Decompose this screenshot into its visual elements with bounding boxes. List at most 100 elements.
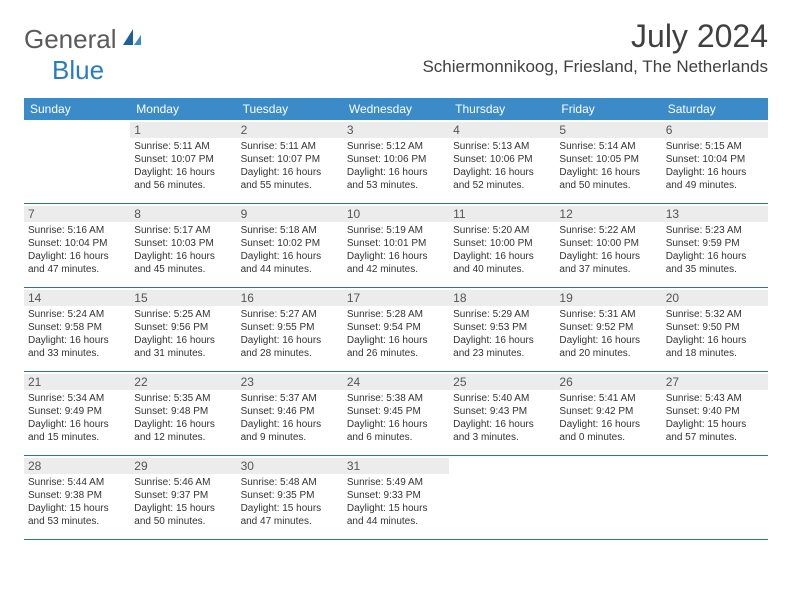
day-number: 27	[662, 374, 768, 390]
calendar-cell: 5Sunrise: 5:14 AMSunset: 10:05 PMDayligh…	[555, 120, 661, 204]
day-number: 14	[24, 290, 130, 306]
day-number: 25	[449, 374, 555, 390]
calendar-cell: 7Sunrise: 5:16 AMSunset: 10:04 PMDayligh…	[24, 204, 130, 288]
day-number: 4	[449, 122, 555, 138]
day-number: 6	[662, 122, 768, 138]
day-number: 1	[130, 122, 236, 138]
sunrise-text: Sunrise: 5:12 AM	[347, 140, 445, 153]
sunrise-text: Sunrise: 5:35 AM	[134, 392, 232, 405]
weekday-friday: Friday	[555, 98, 661, 120]
sunrise-text: Sunrise: 5:27 AM	[241, 308, 339, 321]
sunset-text: Sunset: 9:53 PM	[453, 321, 551, 334]
sunset-text: Sunset: 9:58 PM	[28, 321, 126, 334]
sunset-text: Sunset: 10:07 PM	[134, 153, 232, 166]
daylight-text: Daylight: 16 hours and 55 minutes.	[241, 166, 339, 192]
sunrise-text: Sunrise: 5:18 AM	[241, 224, 339, 237]
calendar-cell: 21Sunrise: 5:34 AMSunset: 9:49 PMDayligh…	[24, 372, 130, 456]
sunset-text: Sunset: 10:00 PM	[559, 237, 657, 250]
sunrise-text: Sunrise: 5:31 AM	[559, 308, 657, 321]
sunset-text: Sunset: 9:56 PM	[134, 321, 232, 334]
sunset-text: Sunset: 9:52 PM	[559, 321, 657, 334]
calendar-cell	[449, 456, 555, 540]
day-number: 13	[662, 206, 768, 222]
day-number: 28	[24, 458, 130, 474]
sunrise-text: Sunrise: 5:16 AM	[28, 224, 126, 237]
calendar-cell	[662, 456, 768, 540]
calendar-cell	[555, 456, 661, 540]
day-number: 24	[343, 374, 449, 390]
calendar-cell: 4Sunrise: 5:13 AMSunset: 10:06 PMDayligh…	[449, 120, 555, 204]
day-number: 20	[662, 290, 768, 306]
sunset-text: Sunset: 10:04 PM	[666, 153, 764, 166]
calendar-cell: 24Sunrise: 5:38 AMSunset: 9:45 PMDayligh…	[343, 372, 449, 456]
calendar-header-row: Sunday Monday Tuesday Wednesday Thursday…	[24, 98, 768, 120]
sunset-text: Sunset: 10:06 PM	[347, 153, 445, 166]
day-number: 3	[343, 122, 449, 138]
daylight-text: Daylight: 16 hours and 44 minutes.	[241, 250, 339, 276]
calendar-cell: 11Sunrise: 5:20 AMSunset: 10:00 PMDaylig…	[449, 204, 555, 288]
day-number: 31	[343, 458, 449, 474]
daylight-text: Daylight: 16 hours and 0 minutes.	[559, 418, 657, 444]
sunrise-text: Sunrise: 5:40 AM	[453, 392, 551, 405]
sunset-text: Sunset: 10:01 PM	[347, 237, 445, 250]
daylight-text: Daylight: 15 hours and 53 minutes.	[28, 502, 126, 528]
day-number: 2	[237, 122, 343, 138]
sunset-text: Sunset: 9:45 PM	[347, 405, 445, 418]
sunset-text: Sunset: 9:37 PM	[134, 489, 232, 502]
day-number: 16	[237, 290, 343, 306]
calendar-cell: 12Sunrise: 5:22 AMSunset: 10:00 PMDaylig…	[555, 204, 661, 288]
daylight-text: Daylight: 16 hours and 47 minutes.	[28, 250, 126, 276]
daylight-text: Daylight: 16 hours and 53 minutes.	[347, 166, 445, 192]
sunrise-text: Sunrise: 5:11 AM	[241, 140, 339, 153]
calendar-cell: 6Sunrise: 5:15 AMSunset: 10:04 PMDayligh…	[662, 120, 768, 204]
calendar-cell: 30Sunrise: 5:48 AMSunset: 9:35 PMDayligh…	[237, 456, 343, 540]
sunset-text: Sunset: 9:33 PM	[347, 489, 445, 502]
calendar-cell: 27Sunrise: 5:43 AMSunset: 9:40 PMDayligh…	[662, 372, 768, 456]
sunset-text: Sunset: 9:49 PM	[28, 405, 126, 418]
weekday-wednesday: Wednesday	[343, 98, 449, 120]
calendar-cell: 15Sunrise: 5:25 AMSunset: 9:56 PMDayligh…	[130, 288, 236, 372]
sunrise-text: Sunrise: 5:20 AM	[453, 224, 551, 237]
daylight-text: Daylight: 16 hours and 52 minutes.	[453, 166, 551, 192]
daylight-text: Daylight: 16 hours and 49 minutes.	[666, 166, 764, 192]
daylight-text: Daylight: 16 hours and 42 minutes.	[347, 250, 445, 276]
calendar-cell: 10Sunrise: 5:19 AMSunset: 10:01 PMDaylig…	[343, 204, 449, 288]
daylight-text: Daylight: 16 hours and 9 minutes.	[241, 418, 339, 444]
daylight-text: Daylight: 16 hours and 50 minutes.	[559, 166, 657, 192]
day-number: 9	[237, 206, 343, 222]
daylight-text: Daylight: 16 hours and 12 minutes.	[134, 418, 232, 444]
sunrise-text: Sunrise: 5:11 AM	[134, 140, 232, 153]
daylight-text: Daylight: 16 hours and 56 minutes.	[134, 166, 232, 192]
day-number: 12	[555, 206, 661, 222]
daylight-text: Daylight: 16 hours and 6 minutes.	[347, 418, 445, 444]
daylight-text: Daylight: 16 hours and 20 minutes.	[559, 334, 657, 360]
calendar-cell: 14Sunrise: 5:24 AMSunset: 9:58 PMDayligh…	[24, 288, 130, 372]
sunset-text: Sunset: 9:46 PM	[241, 405, 339, 418]
daylight-text: Daylight: 15 hours and 57 minutes.	[666, 418, 764, 444]
day-number: 17	[343, 290, 449, 306]
calendar-cell: 26Sunrise: 5:41 AMSunset: 9:42 PMDayligh…	[555, 372, 661, 456]
day-number: 18	[449, 290, 555, 306]
calendar-cell: 20Sunrise: 5:32 AMSunset: 9:50 PMDayligh…	[662, 288, 768, 372]
calendar-cell: 16Sunrise: 5:27 AMSunset: 9:55 PMDayligh…	[237, 288, 343, 372]
day-number: 23	[237, 374, 343, 390]
sunrise-text: Sunrise: 5:43 AM	[666, 392, 764, 405]
sunset-text: Sunset: 9:43 PM	[453, 405, 551, 418]
calendar-cell: 29Sunrise: 5:46 AMSunset: 9:37 PMDayligh…	[130, 456, 236, 540]
logo: General	[24, 24, 145, 55]
month-title: July 2024	[422, 18, 768, 55]
weekday-tuesday: Tuesday	[237, 98, 343, 120]
daylight-text: Daylight: 16 hours and 45 minutes.	[134, 250, 232, 276]
title-block: July 2024 Schiermonnikoog, Friesland, Th…	[422, 18, 768, 77]
logo-sail-icon	[121, 27, 143, 54]
daylight-text: Daylight: 16 hours and 40 minutes.	[453, 250, 551, 276]
sunrise-text: Sunrise: 5:44 AM	[28, 476, 126, 489]
sunset-text: Sunset: 10:06 PM	[453, 153, 551, 166]
sunset-text: Sunset: 10:00 PM	[453, 237, 551, 250]
daylight-text: Daylight: 16 hours and 23 minutes.	[453, 334, 551, 360]
calendar-cell: 3 Sunrise: 5:12 AMSunset: 10:06 PMDayligh…	[343, 120, 449, 204]
sunset-text: Sunset: 9:48 PM	[134, 405, 232, 418]
sunset-text: Sunset: 9:50 PM	[666, 321, 764, 334]
location-text: Schiermonnikoog, Friesland, The Netherla…	[422, 57, 768, 77]
daylight-text: Daylight: 16 hours and 35 minutes.	[666, 250, 764, 276]
